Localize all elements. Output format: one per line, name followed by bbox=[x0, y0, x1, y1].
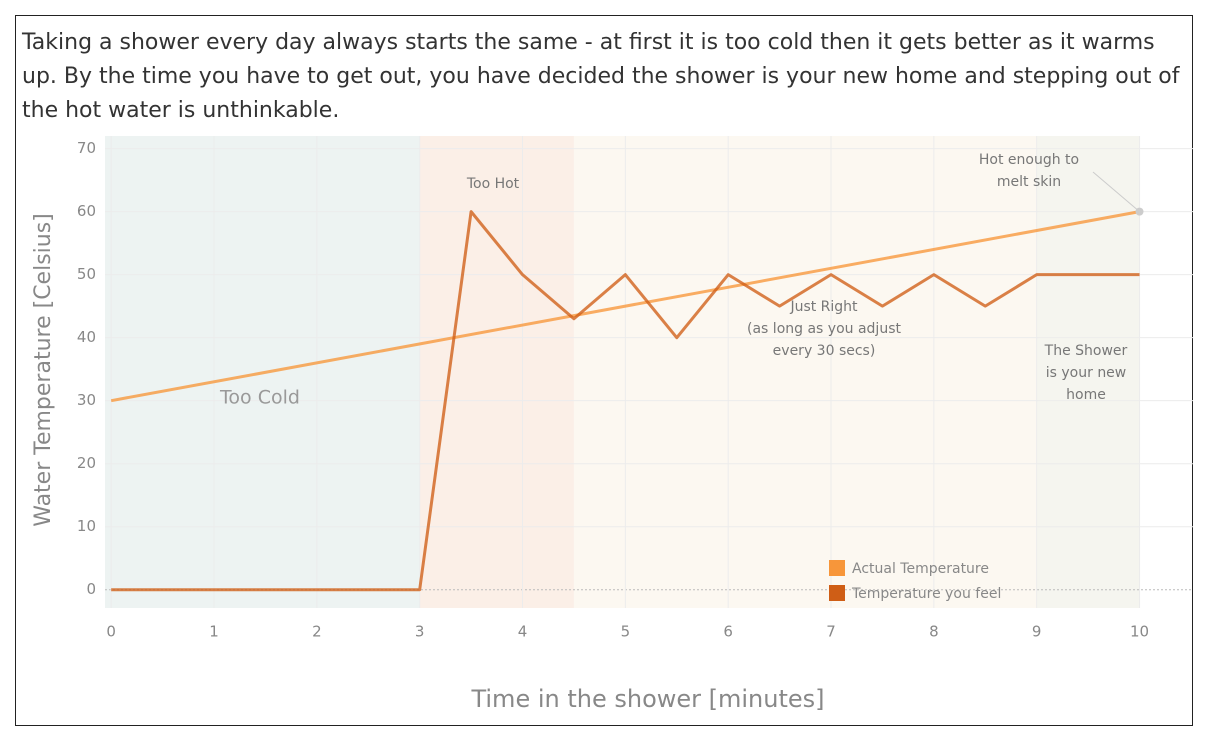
region-label: every 30 secs) bbox=[773, 343, 876, 359]
x-tick-label: 7 bbox=[826, 623, 836, 641]
x-axis-title: Time in the shower [minutes] bbox=[470, 685, 824, 713]
region-label: Too Cold bbox=[219, 387, 300, 409]
y-tick-label: 50 bbox=[77, 265, 96, 283]
x-tick-label: 1 bbox=[209, 623, 219, 641]
y-tick-label: 10 bbox=[77, 517, 96, 535]
annotation-leader bbox=[1092, 171, 1140, 213]
y-tick-label: 0 bbox=[86, 580, 96, 598]
x-tick-label: 2 bbox=[312, 623, 322, 641]
legend-swatch bbox=[829, 585, 845, 601]
y-axis-title: Water Temperature [Celsius] bbox=[31, 213, 56, 527]
region-label: (as long as you adjust bbox=[747, 321, 901, 337]
annotation-text: melt skin bbox=[997, 174, 1061, 190]
series-line bbox=[110, 210, 1140, 403]
region-band bbox=[573, 136, 1037, 608]
series-line bbox=[111, 210, 1140, 592]
region-label: Just Right bbox=[789, 299, 858, 315]
annotation-text: Hot enough to bbox=[979, 152, 1079, 168]
x-tick-label: 6 bbox=[723, 623, 733, 641]
x-tick-label: 3 bbox=[415, 623, 425, 641]
y-tick-label: 30 bbox=[77, 391, 96, 409]
region-label: is your new bbox=[1046, 365, 1127, 381]
y-tick-label: 60 bbox=[77, 202, 96, 220]
x-tick-label: 0 bbox=[106, 623, 116, 641]
y-tick-label: 40 bbox=[77, 328, 96, 346]
legend-label: Actual Temperature bbox=[852, 561, 989, 577]
x-tick-label: 10 bbox=[1130, 623, 1149, 641]
x-tick-label: 4 bbox=[518, 623, 528, 641]
x-tick-label: 5 bbox=[621, 623, 631, 641]
region-label: home bbox=[1066, 387, 1106, 403]
region-band bbox=[419, 136, 574, 608]
legend-swatch bbox=[829, 560, 845, 576]
region-label: The Shower bbox=[1044, 343, 1128, 359]
legend-label: Temperature you feel bbox=[851, 586, 1001, 602]
chart-frame: Taking a shower every day always starts … bbox=[15, 15, 1193, 726]
x-tick-label: 9 bbox=[1032, 623, 1042, 641]
y-tick-label: 20 bbox=[77, 454, 96, 472]
y-tick-label: 70 bbox=[77, 139, 96, 157]
x-tick-label: 8 bbox=[929, 623, 939, 641]
annotation-point bbox=[1135, 207, 1144, 216]
chart-title: Taking a shower every day always starts … bbox=[22, 30, 1180, 123]
region-label: Too Hot bbox=[466, 176, 520, 192]
plot-layer bbox=[105, 136, 1193, 608]
